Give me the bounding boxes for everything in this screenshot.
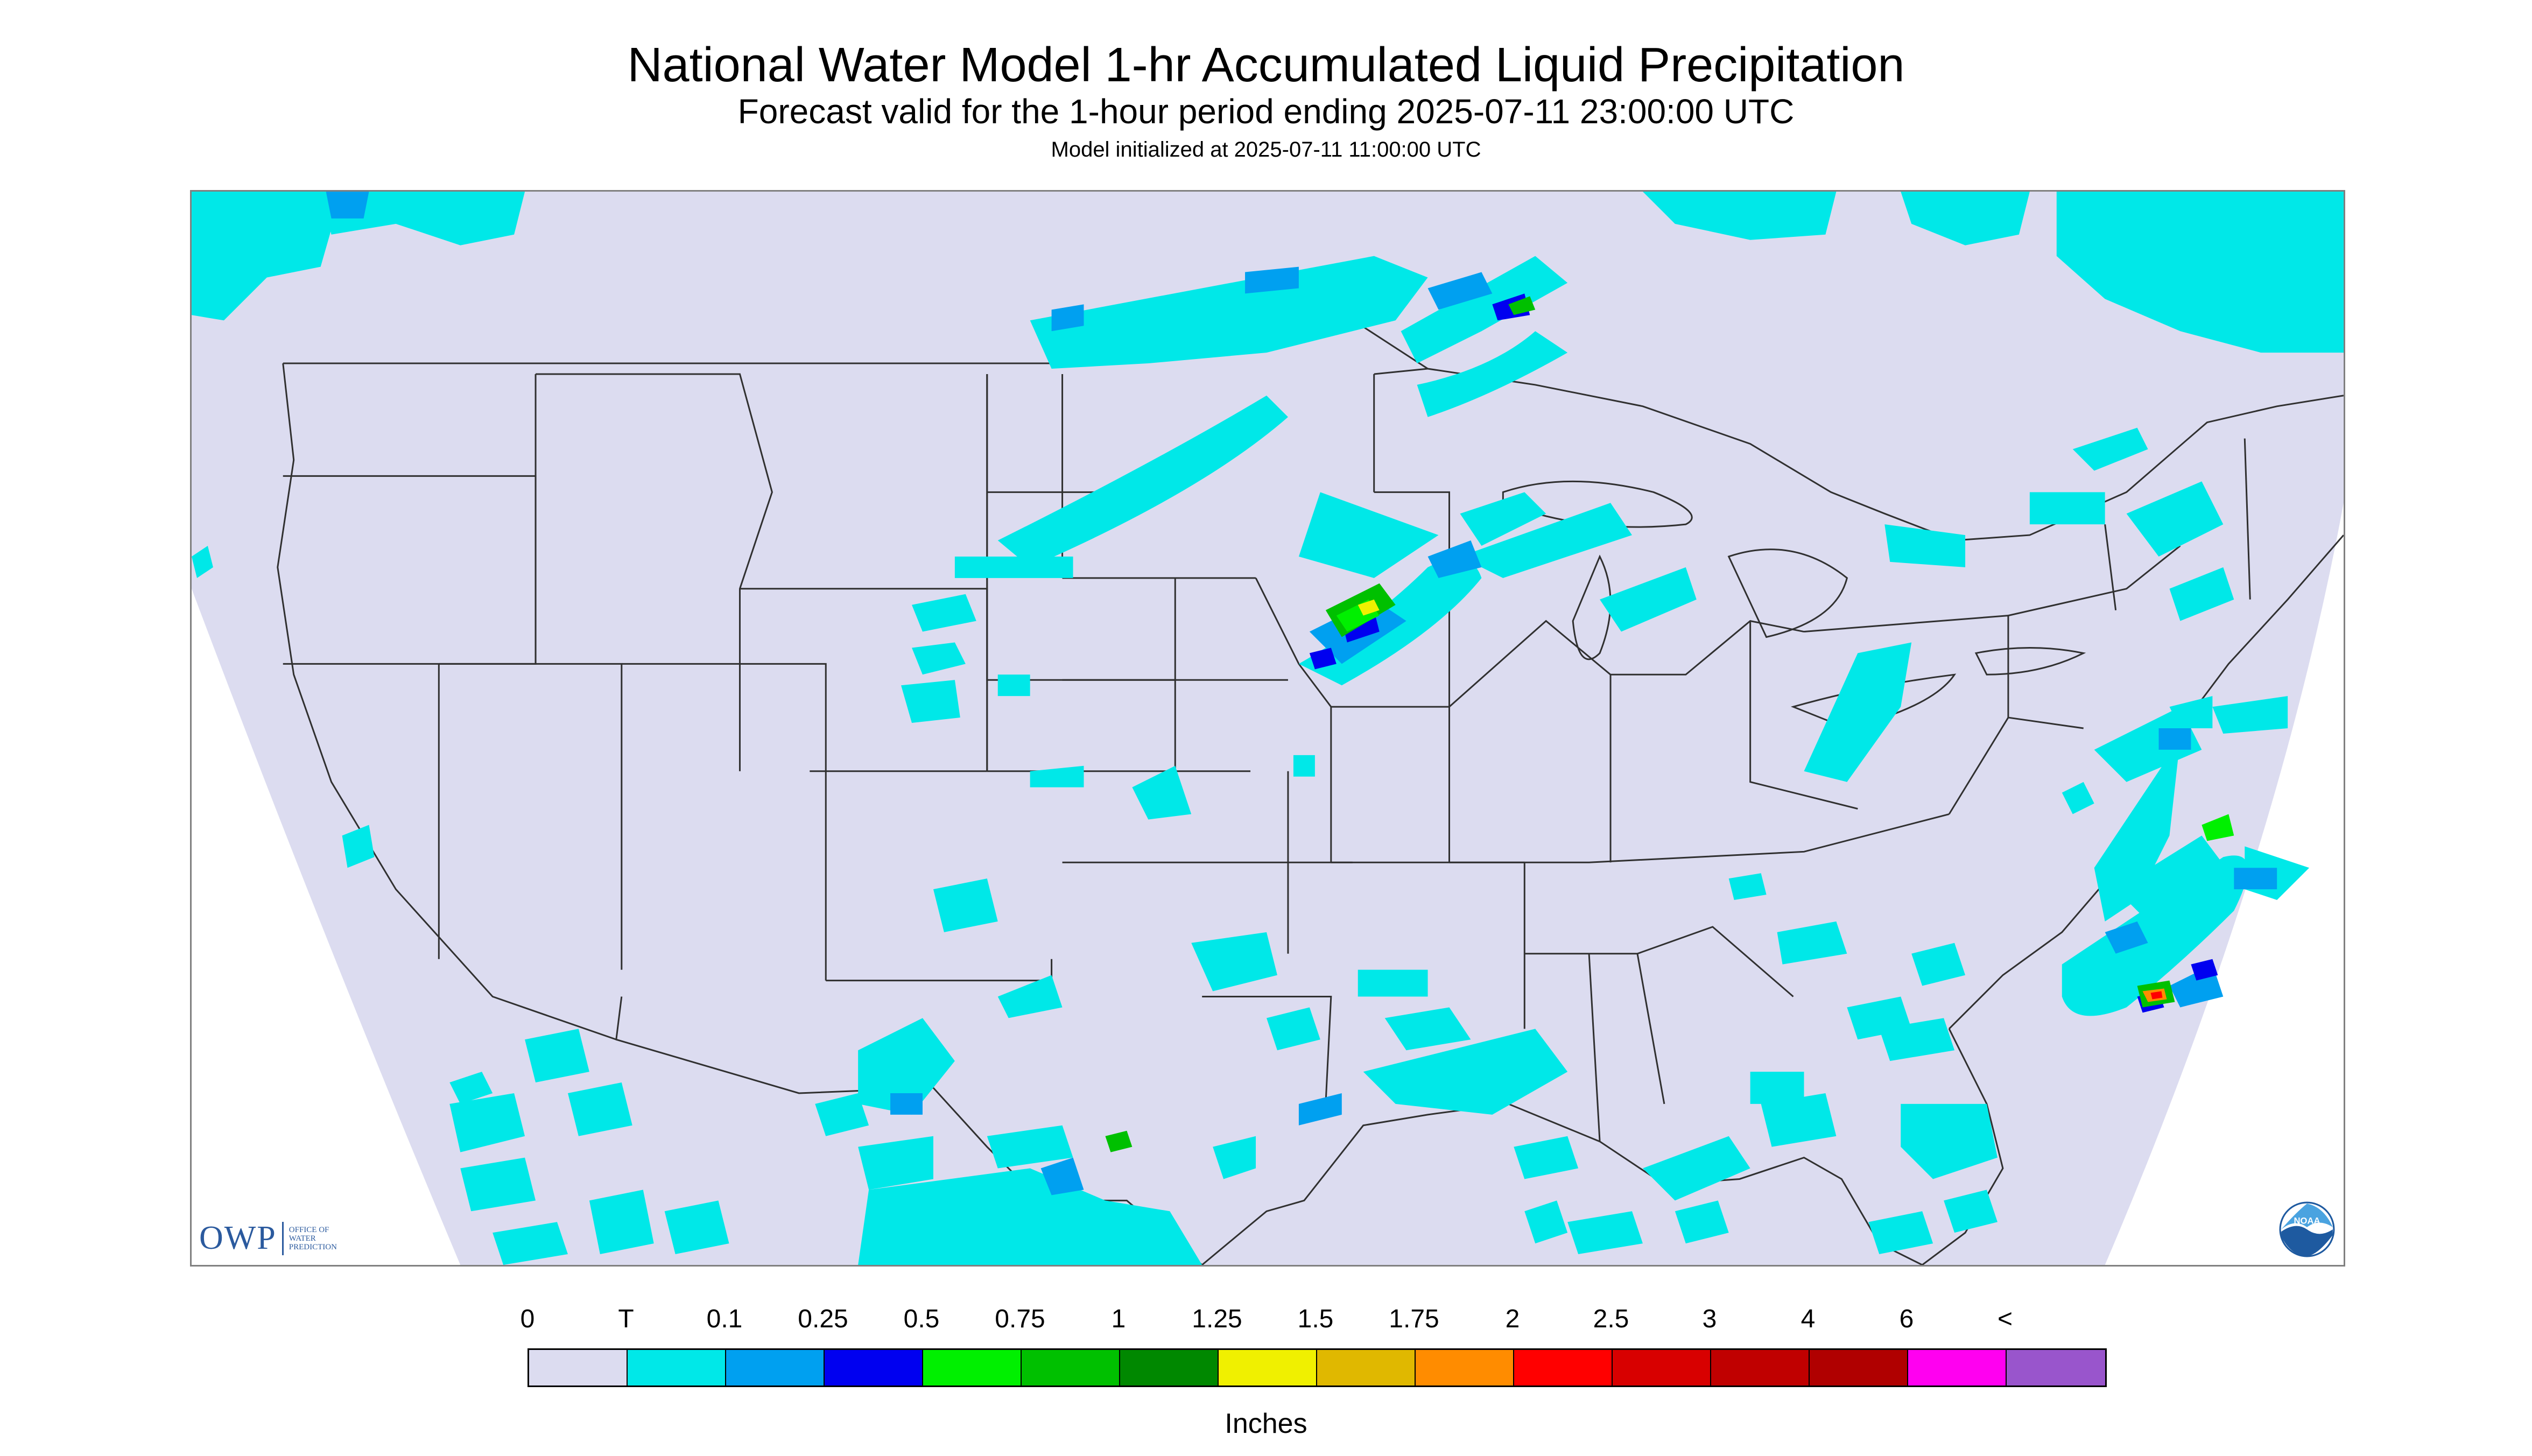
map-title: National Water Model 1-hr Accumulated Li… <box>627 38 1905 92</box>
legend-color-bar <box>528 1348 2107 1387</box>
legend-units-label: Inches <box>1225 1408 1307 1439</box>
noaa-emblem-icon: NOAA <box>2279 1201 2335 1257</box>
legend-tick-label: 1.5 <box>1297 1305 1334 1333</box>
legend-tick-label: 0.25 <box>798 1305 848 1333</box>
precip-trace <box>192 192 2344 1265</box>
legend-swatch <box>1908 1350 2007 1385</box>
precip-legend: 0 T 0.1 0.25 0.5 0.75 1 1.25 1.5 1.75 2 2.5 3 4 6 < Inc… <box>0 1295 2532 1456</box>
legend-tick-label: 0 <box>520 1305 535 1333</box>
legend-swatch <box>1022 1350 1120 1385</box>
legend-swatch <box>628 1350 726 1385</box>
legend-swatch <box>1613 1350 1711 1385</box>
legend-tick-label: 0.1 <box>706 1305 743 1333</box>
svg-text:NOAA: NOAA <box>2294 1216 2320 1226</box>
precip-heavy <box>1105 296 2234 1152</box>
legend-swatch <box>1317 1350 1416 1385</box>
legend-tick-label: 3 <box>1702 1305 1717 1333</box>
legend-tick-label: 4 <box>1800 1305 1816 1333</box>
precipitation-map: OWP OFFICE OF WATER PREDICTION NOAA <box>190 190 2345 1267</box>
owp-logo: OWP OFFICE OF WATER PREDICTION <box>199 1219 337 1257</box>
legend-swatch <box>2007 1350 2105 1385</box>
owp-text-line: WATER <box>289 1234 316 1243</box>
legend-swatch <box>1219 1350 1317 1385</box>
map-domain <box>192 192 2344 1265</box>
legend-tick-label: 0.5 <box>903 1305 940 1333</box>
owp-text: OFFICE OF WATER PREDICTION <box>289 1226 337 1251</box>
legend-tick-label: T <box>618 1305 634 1333</box>
legend-swatch <box>529 1350 628 1385</box>
legend-swatch <box>1120 1350 1219 1385</box>
legend-tick-label: 2.5 <box>1593 1305 1629 1333</box>
owp-mark: OWP <box>199 1220 277 1256</box>
legend-tick-label: < <box>1997 1305 2013 1333</box>
legend-swatch <box>1514 1350 1613 1385</box>
legend-swatch <box>726 1350 825 1385</box>
legend-tick-label: 1.25 <box>1192 1305 1242 1333</box>
legend-tick-label: 6 <box>1899 1305 1914 1333</box>
state-boundaries <box>277 298 2344 1265</box>
legend-swatch <box>923 1350 1022 1385</box>
owp-text-line: PREDICTION <box>289 1242 337 1251</box>
map-subtitle: Forecast valid for the 1-hour period end… <box>737 92 1795 131</box>
map-canvas <box>192 192 2344 1265</box>
legend-tick-label: 1.75 <box>1389 1305 1439 1333</box>
legend-swatch <box>1416 1350 1514 1385</box>
precip-light <box>326 192 2277 1195</box>
legend-tick-label: 0.75 <box>995 1305 1045 1333</box>
legend-swatch <box>825 1350 923 1385</box>
legend-tick-label: 2 <box>1505 1305 1520 1333</box>
legend-swatch <box>1810 1350 1908 1385</box>
model-init-line: Model initialized at 2025-07-11 11:00:00… <box>1051 138 1481 161</box>
owp-divider <box>282 1221 284 1255</box>
owp-text-line: OFFICE OF <box>289 1225 329 1234</box>
legend-swatch <box>1711 1350 1810 1385</box>
legend-tick-label: 1 <box>1111 1305 1126 1333</box>
